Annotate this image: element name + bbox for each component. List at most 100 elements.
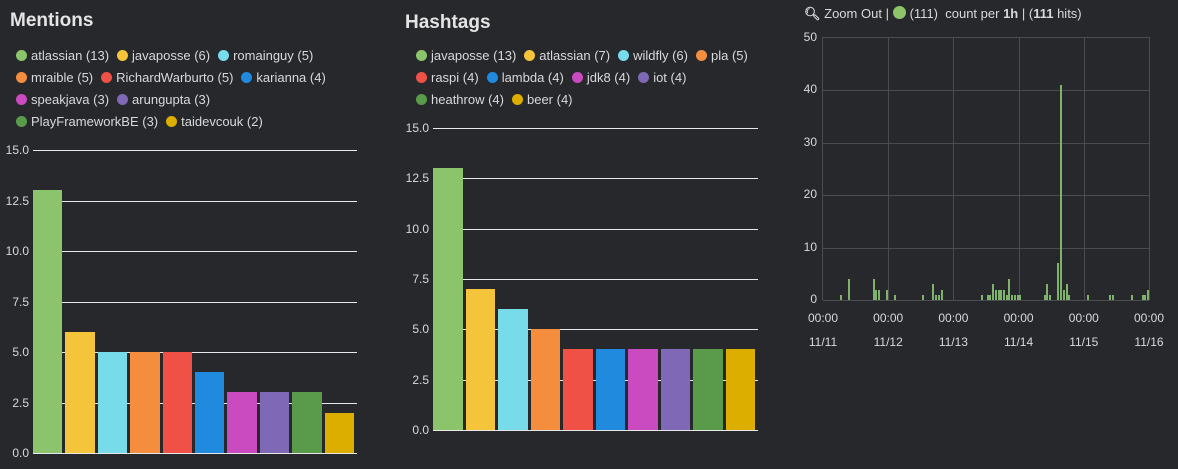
histogram-bar[interactable]: [981, 294, 984, 300]
legend-item[interactable]: mraible (5): [16, 67, 93, 89]
legend-item[interactable]: speakjava (3): [16, 89, 109, 111]
bar-javaposse[interactable]: [65, 331, 95, 453]
histogram-bar[interactable]: [1130, 294, 1133, 300]
histogram-bar[interactable]: [1147, 289, 1149, 300]
bar-iot[interactable]: [660, 349, 690, 430]
histogram-bar[interactable]: [921, 294, 924, 300]
legend-item[interactable]: beer (4): [511, 89, 573, 111]
histogram-bar[interactable]: [875, 289, 878, 300]
bar-raspi[interactable]: [563, 349, 593, 430]
x-tick-date: 11/11: [808, 335, 838, 349]
bar-beer[interactable]: [725, 349, 755, 430]
histogram-bar[interactable]: [1087, 294, 1090, 300]
histogram-bar[interactable]: [1019, 294, 1022, 300]
gridline: [823, 195, 1149, 197]
bar-mraible[interactable]: [130, 352, 160, 453]
histogram-bar[interactable]: [1065, 284, 1068, 300]
histogram-bar[interactable]: [1005, 294, 1008, 300]
legend-item[interactable]: taidevcouk (2): [166, 111, 263, 133]
histogram-bar[interactable]: [1003, 289, 1006, 300]
y-tick-label: 15.0: [5, 143, 29, 157]
zoom-out-icon: 🔍︎: [804, 6, 821, 21]
legend-label: romainguy (5): [233, 48, 314, 63]
legend-item[interactable]: lambda (4): [486, 67, 564, 89]
histogram-bar[interactable]: [1141, 294, 1144, 300]
histogram-bar[interactable]: [1068, 294, 1071, 300]
histogram-bar[interactable]: [1062, 289, 1065, 300]
histogram-bar[interactable]: [886, 289, 889, 300]
legend-item[interactable]: jdk8 (4): [571, 67, 630, 89]
bar-lambda[interactable]: [595, 349, 625, 430]
histogram-bar[interactable]: [1060, 85, 1063, 300]
histogram-bar[interactable]: [1011, 294, 1014, 300]
legend-item[interactable]: romainguy (5): [218, 45, 313, 67]
bar-karianna[interactable]: [195, 372, 225, 453]
gridline: [33, 251, 357, 252]
separator: |: [885, 6, 889, 21]
y-tick-label: 10.0: [5, 244, 29, 258]
bar-taidevcouk[interactable]: [324, 412, 354, 453]
legend-item[interactable]: javaposse (13): [416, 45, 516, 67]
legend-item[interactable]: karianna (4): [241, 67, 326, 89]
histogram-bar[interactable]: [1108, 294, 1111, 300]
histogram-bar[interactable]: [1057, 263, 1060, 300]
histogram-bar[interactable]: [872, 279, 875, 300]
histogram-bar[interactable]: [994, 289, 997, 300]
legend-item[interactable]: raspi (4): [416, 67, 479, 89]
bar-atlassian[interactable]: [33, 190, 63, 453]
legend-dot-icon: [511, 94, 523, 105]
histogram-bar[interactable]: [1111, 294, 1114, 300]
series-color-icon[interactable]: [892, 6, 906, 19]
legend-dot-icon: [638, 72, 650, 83]
legend-item[interactable]: atlassian (13): [16, 45, 109, 67]
histogram-bar[interactable]: [937, 294, 940, 300]
histogram-bar[interactable]: [935, 294, 938, 300]
legend-item[interactable]: PlayFrameworkBE (3): [16, 111, 158, 133]
legend-item[interactable]: javaposse (6): [117, 45, 210, 67]
legend-dot-icon: [571, 72, 583, 83]
legend-item[interactable]: pla (5): [696, 45, 748, 67]
bar-speakjava[interactable]: [227, 392, 257, 453]
histogram-bar[interactable]: [1016, 294, 1019, 300]
histogram-bar[interactable]: [848, 279, 851, 300]
histogram-bar[interactable]: [894, 294, 897, 300]
legend-item[interactable]: RichardWarburto (5): [101, 67, 233, 89]
histogram-bar[interactable]: [932, 284, 935, 300]
histogram-bar[interactable]: [878, 289, 881, 300]
histogram-chart[interactable]: 50 40 30 20 10 0 00:00 11/11 00:00 11/12 00:00 11/1…: [804, 30, 1164, 349]
histogram-bar[interactable]: [997, 289, 1000, 300]
bar-heathrow[interactable]: [693, 349, 723, 430]
histogram-bar[interactable]: [1043, 294, 1046, 300]
bar-wildfly[interactable]: [498, 309, 528, 430]
legend-item[interactable]: heathrow (4): [416, 89, 504, 111]
bar-jdk8[interactable]: [628, 349, 658, 430]
legend-dot-icon: [166, 116, 178, 127]
bar-RichardWarburto[interactable]: [162, 352, 192, 453]
histogram-bar[interactable]: [992, 284, 995, 300]
hits-label: hits): [1057, 6, 1082, 21]
histogram-bar[interactable]: [940, 289, 943, 300]
zoom-out-button[interactable]: 🔍︎ Zoom Out: [804, 6, 882, 21]
x-tick-time: 00:00: [1133, 311, 1165, 325]
bar-PlayFrameworkBE[interactable]: [292, 392, 322, 453]
legend-item[interactable]: arungupta (3): [117, 89, 210, 111]
legend-item[interactable]: atlassian (7): [524, 45, 610, 67]
legend-dot-icon: [416, 72, 427, 83]
legend-label: atlassian (7): [539, 48, 611, 63]
histogram-bar[interactable]: [1013, 294, 1016, 300]
histogram-bar[interactable]: [1008, 279, 1011, 300]
histogram-bar[interactable]: [1046, 284, 1049, 300]
bar-romainguy[interactable]: [97, 352, 128, 453]
legend-item[interactable]: iot (4): [638, 67, 686, 89]
bar-arungupta[interactable]: [259, 392, 290, 453]
bar-atlassian[interactable]: [465, 289, 495, 430]
histogram-bar[interactable]: [1144, 294, 1147, 300]
legend-item[interactable]: wildfly (6): [618, 45, 688, 67]
histogram-bar[interactable]: [986, 294, 989, 300]
histogram-bar[interactable]: [1049, 294, 1052, 300]
histogram-bar[interactable]: [989, 294, 992, 300]
histogram-bar[interactable]: [840, 294, 843, 300]
histogram-bar[interactable]: [1000, 289, 1003, 300]
bar-javaposse[interactable]: [433, 168, 463, 430]
bar-pla[interactable]: [530, 329, 560, 430]
